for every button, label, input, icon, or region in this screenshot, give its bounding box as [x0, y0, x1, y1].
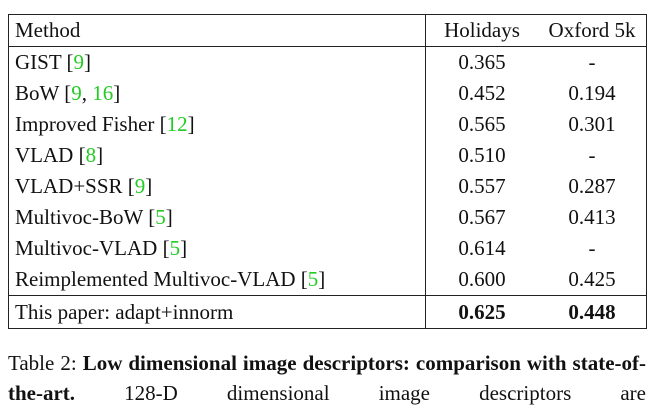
row: Multivoc-BoW [5] 0.567 0.413	[8, 202, 647, 233]
oxford-cell: 0.425	[538, 264, 647, 296]
holidays-cell: 0.565	[458, 112, 506, 136]
citation: 5	[155, 205, 166, 229]
method-text: ]	[113, 81, 121, 105]
method-cell: BoW [9, 16]	[8, 78, 426, 109]
header-cell: Oxford 5k	[538, 14, 647, 47]
method-text: Multivoc-BoW [	[15, 205, 156, 229]
method-cell: Improved Fisher [12]	[8, 109, 426, 140]
final-row: This paper: adapt+innorm 0.625 0.448	[8, 295, 647, 329]
row: Multivoc-VLAD [5] 0.614 -	[8, 233, 647, 264]
caption-label: Table 2:	[8, 351, 77, 375]
citation: 12	[166, 112, 188, 136]
holidays-cell: 0.510	[458, 143, 506, 167]
holidays-cell: 0.452	[458, 81, 506, 105]
caption-bold: Low dimensional image descriptors: compa…	[8, 351, 647, 405]
citation: 8	[85, 143, 97, 167]
method-cell: VLAD+SSR [9]	[8, 171, 426, 202]
method-text: GIST [	[15, 50, 74, 74]
row: GIST [9] 0.365 -	[8, 46, 647, 78]
method-cell: Multivoc-BoW [5]	[8, 202, 426, 233]
method-text: ]	[84, 50, 92, 74]
method-text: ]	[318, 267, 326, 291]
method-text: Multivoc-VLAD [	[15, 236, 170, 260]
header-cell: Method	[8, 14, 426, 47]
method-text: VLAD [	[15, 143, 86, 167]
method-text: ]	[96, 143, 104, 167]
oxford-cell: -	[538, 140, 647, 171]
oxford-cell: 0.287	[538, 171, 647, 202]
oxford-cell: 0.413	[538, 202, 647, 233]
citation: 9	[71, 81, 82, 105]
citation: 16	[92, 81, 114, 105]
holidays-cell: 0.365	[458, 50, 506, 74]
citation: 9	[73, 50, 85, 74]
oxford-cell: 0.448	[538, 295, 647, 329]
method-text: Improved Fisher [	[15, 112, 167, 136]
method-text: VLAD+SSR [	[15, 174, 135, 198]
header-cell: Holidays	[425, 14, 538, 47]
header-row: Method Holidays Oxford 5k	[8, 14, 647, 47]
oxford-cell: 0.301	[538, 109, 647, 140]
method-text: BoW [	[15, 81, 72, 105]
method-text: ]	[165, 205, 173, 229]
oxford-cell: -	[538, 46, 647, 78]
citation: 5	[307, 267, 319, 291]
method-cell: Multivoc-VLAD [5]	[8, 233, 426, 264]
oxford-cell: -	[538, 233, 647, 264]
method-text: ,	[81, 81, 93, 105]
method-text: ]	[180, 236, 188, 260]
row: BoW [9, 16] 0.452 0.194	[8, 78, 647, 109]
holidays-cell: 0.557	[458, 174, 506, 198]
table-body: Method Holidays Oxford 5k GIST [9] 0.365-…	[8, 14, 647, 329]
caption-text: 128-D dimensional image descriptors are	[124, 381, 646, 405]
holidays-cell: 0.625	[425, 295, 538, 329]
method-cell: GIST [9]	[8, 46, 426, 78]
row: VLAD [8] 0.510 -	[8, 140, 647, 171]
row: Improved Fisher [12] 0.565 0.301	[8, 109, 647, 140]
method-cell: This paper: adapt+innorm	[8, 295, 426, 329]
caption: Table 2: Low dimensional image descripto…	[8, 348, 646, 408]
holidays-cell: 0.567	[458, 205, 506, 229]
method-cell: VLAD [8]	[8, 140, 426, 171]
method-cell: Reimplemented Multivoc-VLAD [5]	[8, 264, 426, 296]
citation: 5	[169, 236, 181, 260]
row: VLAD+SSR [9] 0.557 0.287	[8, 171, 647, 202]
row: Reimplemented Multivoc-VLAD [5] 0.600 0.42…	[8, 264, 647, 296]
method-text: Reimplemented Multivoc-VLAD [	[15, 267, 308, 291]
holidays-cell: 0.614	[458, 236, 506, 260]
method-text: ]	[145, 174, 153, 198]
holidays-cell: 0.600	[458, 267, 506, 291]
results-table: Method Holidays Oxford 5k GIST [9] 0.365-…	[8, 14, 647, 329]
method-text: ]	[187, 112, 195, 136]
citation: 9	[134, 174, 146, 198]
oxford-cell: 0.194	[538, 78, 647, 109]
